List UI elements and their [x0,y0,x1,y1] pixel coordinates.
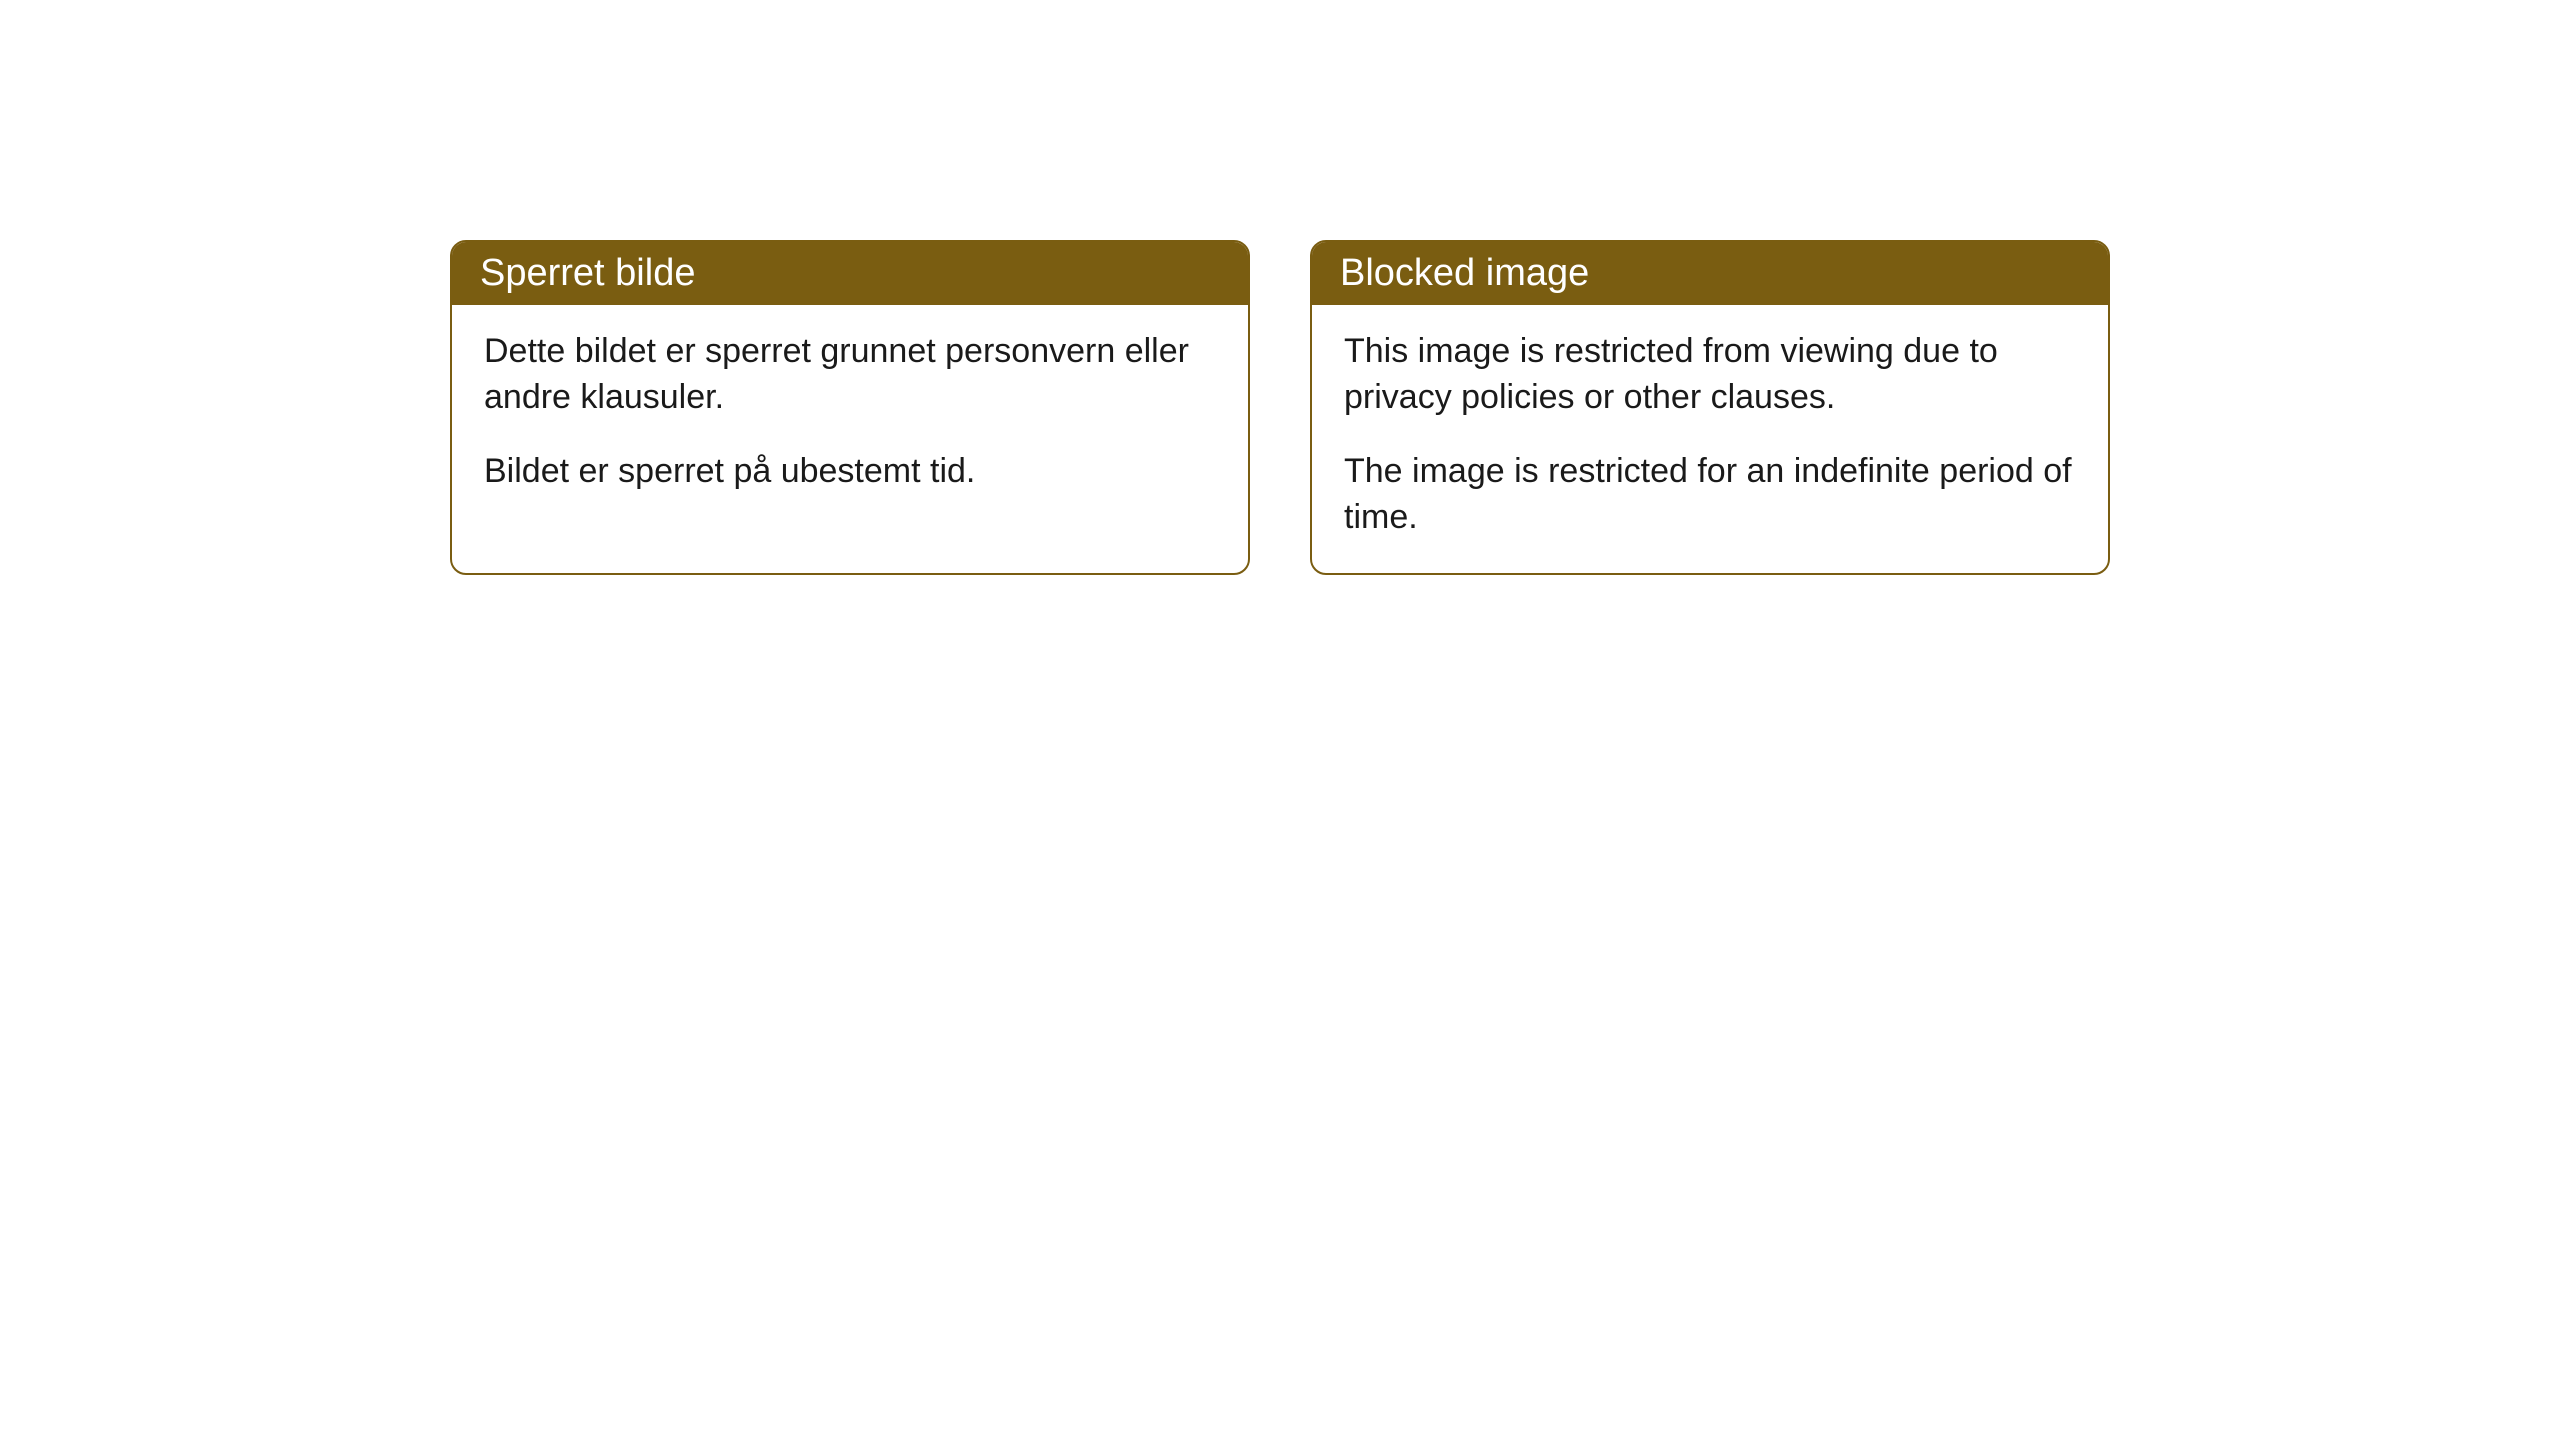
card-header: Sperret bilde [452,242,1248,305]
card-title: Blocked image [1340,252,1589,294]
card-paragraph: The image is restricted for an indefinit… [1344,449,2076,541]
blocked-image-card-norwegian: Sperret bilde Dette bildet er sperret gr… [450,240,1250,575]
blocked-image-card-english: Blocked image This image is restricted f… [1310,240,2110,575]
card-header: Blocked image [1312,242,2108,305]
card-body: Dette bildet er sperret grunnet personve… [452,305,1248,527]
card-title: Sperret bilde [480,252,695,294]
card-paragraph: Dette bildet er sperret grunnet personve… [484,329,1216,421]
card-container: Sperret bilde Dette bildet er sperret gr… [450,240,2560,575]
card-body: This image is restricted from viewing du… [1312,305,2108,573]
card-paragraph: This image is restricted from viewing du… [1344,329,2076,421]
card-paragraph: Bildet er sperret på ubestemt tid. [484,449,1216,495]
